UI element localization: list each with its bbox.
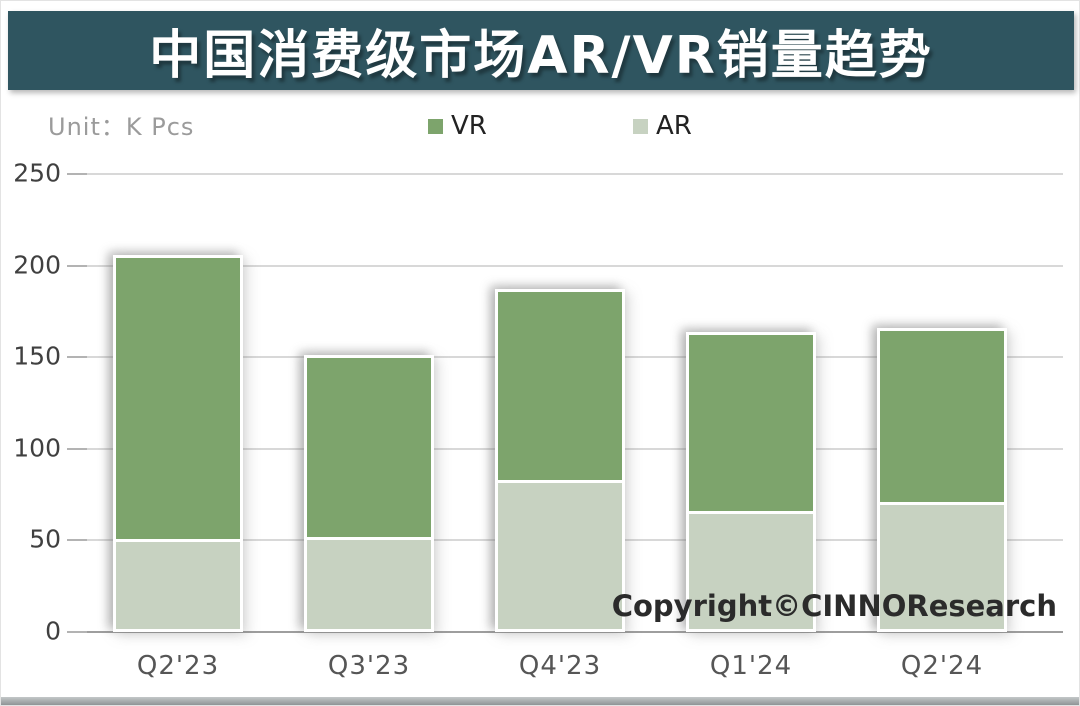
legend-swatch-vr [428, 118, 443, 134]
bar-segment-vr [495, 289, 625, 480]
legend-item-ar: AR [633, 111, 692, 141]
bar-Q4'23 [495, 289, 625, 632]
bar-Q1'24 [686, 331, 816, 632]
bar-segment-ar [304, 536, 434, 632]
bar-segment-ar [495, 479, 625, 632]
y-tick-mark [67, 173, 87, 175]
bar-segment-ar [113, 538, 243, 632]
title-banner: 中国消费级市场AR/VR销量趋势 [8, 11, 1074, 90]
bar-segment-ar [686, 511, 816, 632]
x-axis-baseline [85, 631, 1063, 633]
legend-label-vr: VR [451, 111, 487, 141]
y-tick-mark [67, 539, 87, 542]
y-tick-label: 150 [13, 341, 61, 371]
bar-segment-vr [686, 331, 816, 512]
y-tick-mark [67, 264, 87, 267]
y-tick-mark [67, 356, 87, 359]
x-tick-label-Q2'23: Q2'23 [136, 651, 220, 681]
x-tick-label-Q3'23: Q3'23 [327, 651, 411, 681]
y-tick-label: 0 [45, 616, 61, 646]
chart-title: 中国消费级市场AR/VR销量趋势 [149, 26, 933, 86]
legend-swatch-ar [633, 118, 648, 134]
y-tick-label: 250 [13, 158, 61, 188]
unit-label: Unit：K Pcs [48, 113, 195, 141]
gridline-200 [85, 264, 1063, 267]
bar-segment-vr [304, 355, 434, 537]
y-tick-mark [67, 447, 87, 450]
bar-segment-vr [113, 254, 243, 539]
y-tick-label: 200 [13, 249, 61, 279]
legend-item-vr: VR [428, 111, 487, 141]
copyright-watermark: Copyright©CINNOResearch [611, 589, 1057, 623]
y-tick-label: 50 [29, 524, 61, 554]
bar-Q2'23 [113, 254, 243, 632]
x-tick-label-Q1'24: Q1'24 [709, 651, 793, 681]
y-tick-mark [67, 631, 87, 633]
legend-label-ar: AR [656, 111, 692, 141]
bar-Q2'24 [877, 327, 1007, 632]
y-tick-label: 100 [13, 433, 61, 463]
bar-segment-ar [877, 501, 1007, 632]
bar-Q3'23 [304, 355, 434, 632]
x-tick-label-Q4'23: Q4'23 [518, 651, 602, 681]
gridline-250 [85, 173, 1063, 175]
bar-segment-vr [877, 327, 1007, 502]
bottom-edge [1, 697, 1079, 705]
x-tick-label-Q2'24: Q2'24 [900, 651, 984, 681]
